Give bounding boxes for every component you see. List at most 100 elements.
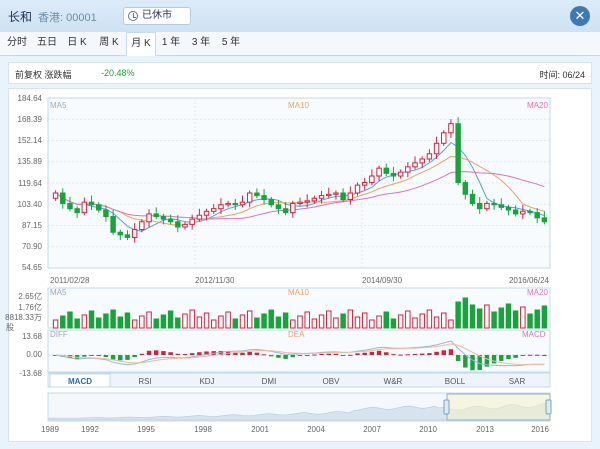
macd-diff-label: DIFF <box>50 330 68 339</box>
volume-bar <box>534 309 540 329</box>
macd-bar <box>319 353 324 355</box>
macd-bar <box>542 354 547 356</box>
macd-bar <box>110 355 116 360</box>
volume-bar <box>67 311 73 329</box>
indicator-tab-macd[interactable]: MACD <box>68 377 92 386</box>
tab-monthly-k[interactable]: 月 K <box>126 32 156 56</box>
tab-one-year[interactable]: 1 年 <box>161 37 181 48</box>
volume-bar <box>318 314 325 329</box>
candle-body <box>175 221 181 228</box>
candle-body <box>203 210 210 216</box>
tab-five-day[interactable]: 五日 <box>37 37 57 48</box>
indicator-tab-kdj[interactable]: KDJ <box>199 377 214 386</box>
nav-tick-2016: 2016 <box>531 425 549 434</box>
candle-body <box>397 171 404 177</box>
macd-bar <box>348 354 353 356</box>
candle-body <box>441 132 447 144</box>
volume-ma5-label: MA5 <box>50 288 67 297</box>
volume-bar <box>512 310 519 329</box>
candle-body <box>340 192 346 201</box>
nav-tick-2004: 2004 <box>307 425 325 434</box>
candle-body <box>304 200 310 203</box>
candle-body <box>275 204 282 210</box>
volume-bar <box>476 308 483 329</box>
volume-bar <box>484 304 490 329</box>
market-status-badge: 已休市 <box>123 7 191 25</box>
volume-bar <box>383 311 389 329</box>
candle-body <box>333 192 339 195</box>
tab-intraday[interactable]: 分时 <box>7 37 27 48</box>
candle-body <box>318 195 325 199</box>
macd-bar <box>419 353 425 355</box>
volume-bar <box>146 311 152 329</box>
nav-tick-2007: 2007 <box>363 425 381 434</box>
macd-bar <box>398 354 403 356</box>
candlesticks <box>52 117 548 243</box>
dea-line <box>55 343 545 366</box>
candle-body <box>67 202 73 210</box>
close-button[interactable]: ✕ <box>570 6 590 26</box>
macd-bar <box>520 355 526 356</box>
navigator-range-selector[interactable] <box>446 393 551 421</box>
candle-body <box>182 223 188 228</box>
price-ma10-label: MA10 <box>288 101 309 110</box>
macd-lines <box>55 340 545 367</box>
indicator-tab-boll[interactable]: BOLL <box>445 377 466 386</box>
navigator-left-handle[interactable] <box>443 399 450 415</box>
volume-bar <box>419 313 425 329</box>
price-x-tick-0: 2011/02/28 <box>50 276 90 285</box>
volume-bar <box>333 317 339 329</box>
candle-body <box>455 123 461 184</box>
macd-bar <box>405 354 411 356</box>
volume-bar <box>182 313 188 329</box>
tab-three-year[interactable]: 3 年 <box>191 37 211 48</box>
macd-bar <box>513 355 518 358</box>
volume-bar <box>469 304 476 329</box>
macd-bar <box>477 355 482 371</box>
candle-body <box>95 204 102 211</box>
volume-bar <box>131 319 138 329</box>
volume-bar <box>246 310 253 329</box>
volume-bar <box>426 309 433 329</box>
macd-bar <box>304 355 310 356</box>
macd-bar <box>297 355 303 357</box>
macd-bar <box>103 355 109 358</box>
indicator-tab-dmi[interactable]: DMI <box>262 377 277 386</box>
macd-bar <box>384 352 389 355</box>
ma20-line <box>55 171 545 220</box>
period-tabs: 分时 五日 日 K 周 K 月 K 1 年 3 年 5 年 <box>0 32 600 56</box>
indicator-tab-rsi[interactable]: RSI <box>138 377 151 386</box>
navigator-right-handle[interactable] <box>545 399 552 415</box>
volume-bar <box>527 313 533 329</box>
macd-bar <box>261 354 267 356</box>
tab-weekly-k[interactable]: 周 K <box>99 37 119 48</box>
indicator-tab-wr[interactable]: W&R <box>384 377 403 386</box>
volume-bar <box>376 315 382 329</box>
indicator-tab-sar[interactable]: SAR <box>509 377 526 386</box>
candle-body <box>383 167 389 174</box>
price-y-ticks: 184.64 168.39 152.14 135.89 119.64 103.4… <box>18 94 43 272</box>
candle-body <box>246 192 253 203</box>
candle-body <box>153 213 159 218</box>
candle-body <box>390 172 397 177</box>
volume-bar <box>405 310 411 329</box>
volume-bar <box>232 318 239 329</box>
macd-bar <box>491 355 497 364</box>
candle-body <box>60 192 66 204</box>
candle-body <box>52 192 59 199</box>
volume-bar <box>354 316 361 329</box>
macd-bar <box>412 353 418 355</box>
candle-body <box>124 234 131 238</box>
tab-five-year[interactable]: 5 年 <box>221 37 241 48</box>
price-tick-2: 152.14 <box>18 136 43 145</box>
nav-tick-1995: 1995 <box>137 425 155 434</box>
candle-body <box>117 231 124 236</box>
price-tick-4: 119.64 <box>18 179 42 188</box>
stock-name: 长和 <box>8 10 33 24</box>
indicator-tab-obv[interactable]: OBV <box>323 377 341 386</box>
candle-body <box>412 162 418 168</box>
candle-body <box>476 202 483 210</box>
tab-daily-k[interactable]: 日 K <box>67 37 87 48</box>
volume-bar <box>60 315 66 329</box>
macd-bar <box>448 349 454 355</box>
